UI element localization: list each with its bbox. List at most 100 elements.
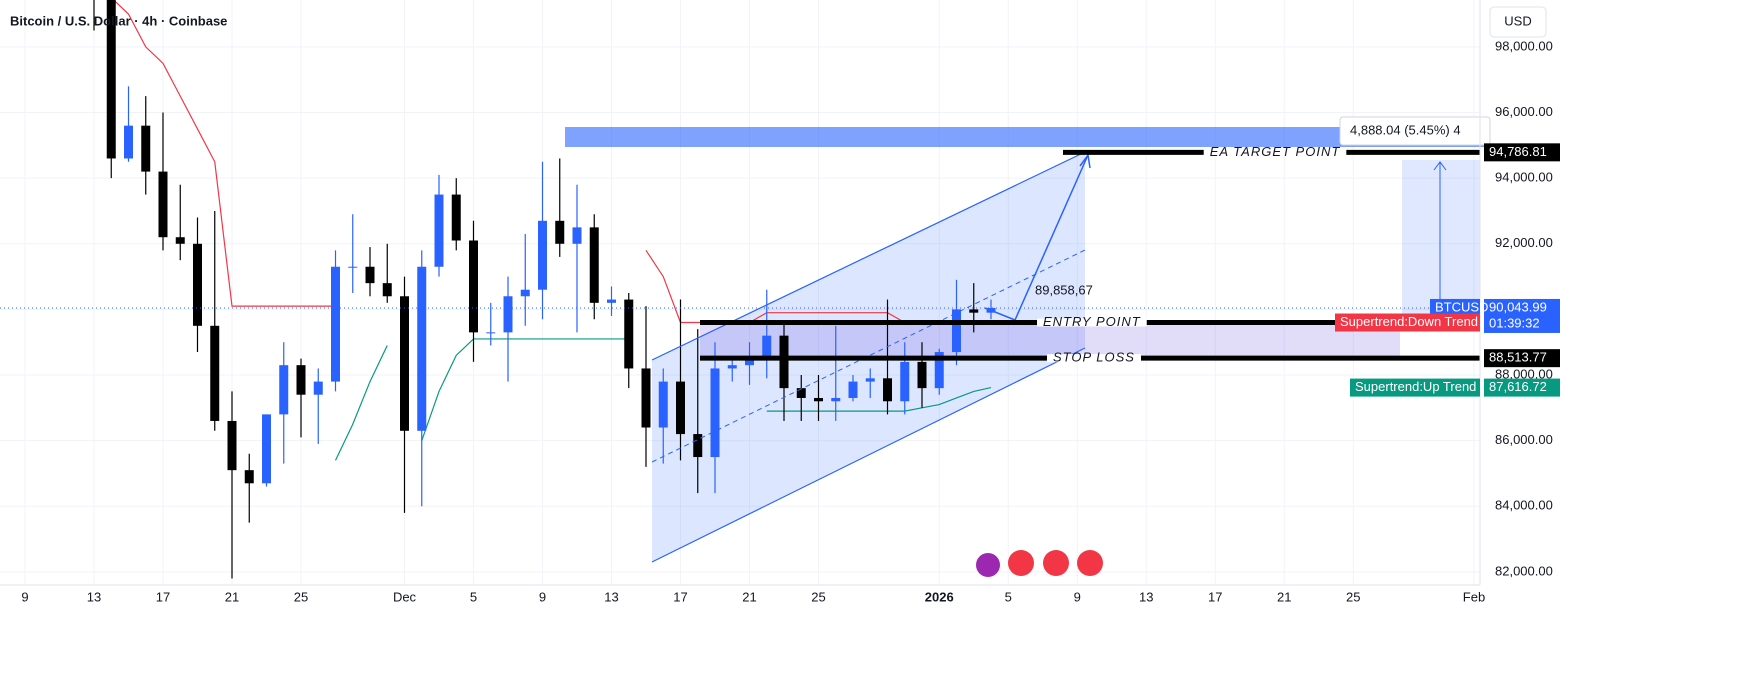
candle-body [400,296,409,431]
measure-box [1402,160,1480,320]
candle-body [175,237,185,244]
stop-price: 88,513.77 [1489,350,1547,365]
channel-lower [651,347,1086,563]
countdown-tag [1484,314,1560,333]
candle-body [607,299,616,303]
candle-body [417,266,427,431]
candle-body [710,368,720,458]
currency-button[interactable] [1489,6,1547,38]
candle-body [814,397,823,402]
label-bg [1203,148,1347,157]
candle-body [555,220,565,244]
supertrend-up [766,387,992,412]
price-series [0,0,1480,579]
candle-body [262,414,271,484]
symbol: BTCUSD [1435,299,1488,314]
event-icons [976,550,1103,577]
supertrend-up [421,338,629,441]
candle-body [658,381,668,428]
supertrend-down [112,0,336,307]
candle-body [848,381,858,398]
candle-body [538,220,547,290]
y-tick-label: 98,000.00 [1495,38,1553,53]
x-tick-label: 25 [1346,589,1360,604]
x-tick-label: 13 [87,589,101,604]
candle-body [762,335,772,359]
icon [1043,550,1069,576]
candle-body [900,361,910,402]
supertrend-up [334,345,388,461]
candle-body [158,171,168,238]
candle-body [348,266,358,268]
x-tick-label: 21 [742,589,756,604]
candle-body [451,194,461,241]
candle-body [727,365,737,369]
y-tick-label: 86,000.00 [1495,432,1553,447]
arrow-head [1079,153,1091,169]
candle-body [589,227,599,303]
supertrend-down-tag [1335,313,1480,332]
candle-body [641,368,651,428]
candle-body [779,335,789,389]
candle-body [624,299,634,369]
candle-body [469,240,478,333]
y-tick-label: 92,000.00 [1495,235,1553,250]
icon [1077,550,1103,576]
label-bg [1047,354,1141,363]
x-tick-label: 21 [225,589,239,604]
supertrend-up: Supertrend:Up Trend [1355,379,1476,394]
channel-upper [651,151,1086,361]
supertrend-up-price-tag [1484,378,1560,397]
x-tick-label: 17 [1208,589,1222,604]
candle-body [676,381,685,435]
last-price-tag [1484,298,1560,317]
drawings: 4,888.04 (5.45%) 4 89,858,67 [651,116,1491,577]
x-tick-label: 17 [673,589,687,604]
candle-body [745,358,754,366]
candle-body [106,0,116,159]
x-tick-label: 5 [470,589,477,604]
candle-body [486,332,496,334]
entry-zone [700,322,1400,358]
x-tick-label: 25 [294,589,308,604]
candle-body [141,125,151,172]
candle-body [883,378,892,402]
x-tick-label: 9 [1074,589,1081,604]
candle-body [503,296,513,333]
x-tick-label: 5 [1005,589,1012,604]
candle-body [572,227,582,244]
symbol-tag [1430,298,1480,317]
target-zone [565,127,1490,147]
price-note: 89,858,67 [1035,282,1093,297]
measure-arrow-head [1433,161,1447,171]
candle-body [227,420,237,471]
target-price-tag [1484,143,1560,162]
candle-body [382,283,392,297]
candle-body [193,243,202,326]
price-axis: 82,000.00 84,000.00 86,000.00 88,000.00 90,0… [21,38,1560,604]
projection-arrow [984,154,1089,321]
candle-body [796,388,806,398]
candle-body [279,365,289,415]
candle-body [434,194,444,267]
candle-body [296,365,306,395]
candle-body [969,309,979,313]
x-tick-label: Dec [393,589,417,604]
currency[interactable]: USD [1504,13,1531,28]
supertrend-up-tag [1350,378,1480,397]
supertrend-down: Supertrend:Down Trend [1340,314,1478,329]
measure-label: 4,888.04 (5.45%) 4 [1350,122,1461,137]
measure-label-box [1339,116,1491,146]
icon [1008,550,1034,576]
candle-body [365,266,375,284]
x-tick-label: 13 [1139,589,1153,604]
x-tick-label: 2026 [925,589,954,604]
stop-label: STOP LOSS [1053,350,1135,365]
y-tick-label: 96,000.00 [1495,104,1553,119]
label-bg [1037,318,1147,327]
x-tick-label: 17 [156,589,170,604]
countdown: 01:39:32 [1489,315,1540,330]
y-tick-label: 82,000.00 [1495,563,1553,578]
